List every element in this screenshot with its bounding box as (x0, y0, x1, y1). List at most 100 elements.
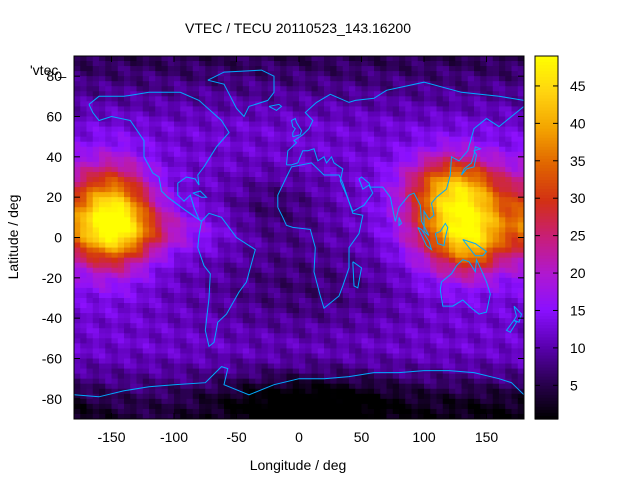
heatmap-cell (330, 192, 338, 198)
heatmap-cell (99, 227, 106, 234)
heatmap-cell (142, 91, 150, 97)
heatmap-cell (186, 116, 194, 123)
heatmap-cell (199, 106, 206, 113)
heatmap-cell (324, 91, 331, 97)
heatmap-cell (305, 197, 313, 203)
heatmap-cell (430, 313, 438, 319)
heatmap-cell (299, 398, 306, 405)
heatmap-cell (130, 252, 138, 259)
heatmap-cell (92, 81, 100, 87)
heatmap-cell (136, 101, 144, 108)
heatmap-cell (86, 358, 94, 365)
heatmap-cell (286, 126, 294, 133)
heatmap-cell (349, 197, 356, 203)
heatmap-cell (361, 383, 369, 390)
heatmap-cell (174, 242, 181, 249)
heatmap-cell (399, 192, 406, 198)
heatmap-cell (186, 76, 194, 82)
heatmap-cell (80, 378, 88, 385)
heatmap-cell (330, 373, 338, 380)
heatmap-cell (224, 182, 231, 188)
heatmap-cell (286, 242, 294, 249)
heatmap-cell (330, 212, 338, 218)
heatmap-cell (330, 353, 338, 360)
heatmap-cell (80, 262, 88, 269)
heatmap-cell (99, 136, 106, 143)
heatmap-cell (192, 252, 200, 259)
heatmap-cell (480, 343, 488, 350)
heatmap-cell (211, 126, 219, 133)
heatmap-cell (305, 81, 313, 87)
heatmap-cell (324, 272, 331, 279)
heatmap-cell (230, 333, 238, 339)
heatmap-cell (492, 166, 500, 173)
heatmap-cell (205, 81, 213, 87)
heatmap-cell (399, 111, 406, 118)
heatmap-cell (242, 96, 250, 102)
heatmap-cell (474, 272, 481, 279)
heatmap-cell (142, 247, 150, 254)
heatmap-cell (142, 131, 150, 138)
heatmap-cell (92, 207, 100, 213)
heatmap-cell (217, 328, 225, 334)
heatmap-cell (449, 182, 456, 188)
heatmap-cell (142, 81, 150, 87)
heatmap-cell (311, 378, 319, 385)
heatmap-cell (111, 363, 119, 370)
heatmap-cell (292, 131, 300, 138)
heatmap-cell (267, 237, 275, 244)
heatmap-cell (92, 101, 100, 108)
heatmap-cell (492, 56, 500, 62)
heatmap-cell (299, 56, 306, 62)
heatmap-cell (505, 237, 513, 244)
heatmap-cell (492, 318, 500, 324)
heatmap-cell (417, 197, 425, 203)
heatmap-cell (280, 318, 288, 324)
heatmap-cell (105, 197, 113, 203)
heatmap-cell (86, 217, 94, 223)
heatmap-cell (299, 101, 306, 108)
heatmap-cell (486, 247, 494, 254)
heatmap-cell (174, 343, 181, 350)
heatmap-cell (405, 177, 413, 183)
heatmap-cell (392, 313, 400, 319)
heatmap-cell (411, 227, 419, 234)
heatmap-cell (199, 91, 206, 97)
heatmap-cell (155, 383, 163, 390)
heatmap-cell (392, 187, 400, 193)
heatmap-cell (299, 61, 306, 67)
heatmap-cell (155, 91, 163, 97)
heatmap-cell (486, 171, 494, 178)
heatmap-cell (486, 333, 494, 339)
heatmap-cell (455, 237, 463, 244)
heatmap-cell (155, 222, 163, 229)
heatmap-cell (411, 398, 419, 405)
heatmap-cell (374, 101, 381, 108)
heatmap-cell (317, 287, 325, 294)
heatmap-cell (367, 398, 375, 405)
heatmap-cell (442, 212, 450, 218)
heatmap-cell (455, 257, 463, 264)
heatmap-cell (505, 303, 513, 309)
heatmap-cell (411, 111, 419, 118)
heatmap-cell (349, 212, 356, 218)
heatmap-cell (405, 151, 413, 158)
heatmap-cell (105, 61, 113, 67)
heatmap-cell (467, 141, 475, 148)
heatmap-cell (292, 161, 300, 168)
heatmap-cell (280, 328, 288, 334)
heatmap-cell (199, 287, 206, 294)
heatmap-cell (174, 111, 181, 118)
heatmap-cell (117, 257, 125, 264)
heatmap-cell (417, 338, 425, 344)
heatmap-cell (399, 217, 406, 223)
heatmap-cell (374, 333, 381, 339)
heatmap-cell (167, 222, 175, 229)
heatmap-cell (361, 267, 369, 274)
heatmap-cell (167, 126, 175, 133)
heatmap-cell (417, 282, 425, 289)
heatmap-cell (92, 212, 100, 218)
heatmap-cell (486, 287, 494, 294)
heatmap-cell (136, 403, 144, 410)
heatmap-cell (342, 126, 350, 133)
